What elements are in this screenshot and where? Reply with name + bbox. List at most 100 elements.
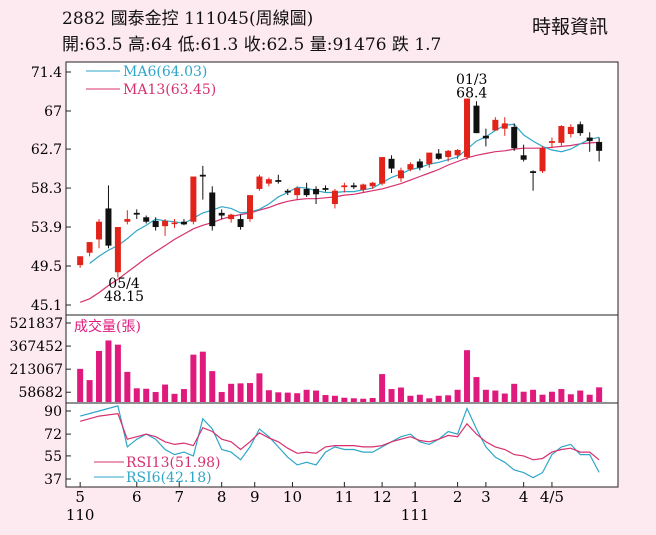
ma13-line [79, 141, 600, 303]
price-tick-label: 67 [44, 104, 62, 120]
price-annotation: 68.4 [456, 85, 487, 101]
volume-bar [143, 388, 150, 402]
legend-label-ma13: MA13(63.45) [123, 82, 216, 98]
candle-body [256, 176, 263, 189]
volume-bar [303, 389, 310, 402]
candle-body [426, 152, 433, 165]
candle-down [218, 209, 225, 220]
x-tick-label: 3 [481, 488, 491, 506]
volume-bar [256, 373, 263, 402]
volume-bar [530, 389, 537, 402]
price-tick-label: 62.7 [31, 142, 62, 158]
candle-up [171, 219, 178, 228]
candle-body [105, 208, 112, 246]
candle-body [124, 219, 131, 222]
volume-tick-label: 367452 [10, 339, 63, 355]
candle-down [143, 215, 150, 224]
candle-up [558, 125, 565, 146]
candle-body [577, 124, 584, 134]
x-tick-label: 4/5 [540, 488, 564, 506]
candle-body [567, 126, 574, 135]
candle-down [303, 182, 310, 197]
volume-bar [520, 391, 527, 402]
candle-body [473, 105, 480, 134]
panel-frames [65, 61, 619, 488]
volume-bar [539, 394, 546, 402]
volume-bar [435, 395, 442, 402]
candle-body [341, 185, 348, 188]
rsi-tick-label: 55 [44, 449, 62, 465]
volume-bar [209, 371, 216, 402]
price-tick-label: 45.1 [31, 298, 62, 314]
volume-bar [228, 383, 235, 402]
candle-down [180, 219, 187, 226]
volume-bar [162, 384, 169, 402]
candle-body [586, 137, 593, 142]
candle-body [454, 149, 461, 156]
volume-title: 成交量(張) [74, 318, 141, 335]
candle-down [511, 123, 518, 151]
candle-body [445, 150, 452, 158]
volume-bar [86, 380, 93, 402]
candle-body [407, 164, 414, 170]
candle-body [284, 190, 291, 193]
candle-body [492, 119, 499, 131]
candle-down [209, 186, 216, 231]
candle-body [520, 155, 527, 160]
volume-bar [586, 394, 593, 402]
volume-bar [133, 388, 140, 402]
candle-down [530, 170, 537, 191]
volume-bar [501, 393, 508, 402]
candle-down [275, 174, 282, 184]
candle-down [388, 155, 395, 173]
candle-up [341, 182, 348, 193]
volume-bar [360, 398, 367, 402]
volume-bar [275, 392, 282, 402]
volume-bar [180, 389, 187, 402]
volume-bar [77, 368, 84, 402]
candle-body [530, 171, 537, 173]
candle-down [482, 128, 489, 147]
volume-bar [492, 390, 499, 402]
candle-up [369, 181, 376, 189]
candle-body [539, 148, 546, 172]
x-year-label: 111 [401, 506, 430, 524]
volume-bar [171, 393, 178, 402]
price-tick-label: 58.3 [31, 181, 62, 197]
volume-bar [379, 374, 386, 402]
candle-up [407, 162, 414, 172]
candle-body [313, 188, 320, 195]
candle-body [548, 141, 555, 143]
candle-down [284, 188, 291, 196]
volume-bar [105, 340, 112, 402]
candle-body [379, 157, 386, 184]
candle-up [464, 98, 471, 160]
candle-up [360, 183, 367, 193]
rsi6-line [80, 405, 600, 479]
candle-up [379, 157, 386, 186]
price-tick-label: 71.4 [31, 65, 62, 81]
volume-bar [114, 344, 121, 402]
x-tick-label: 2 [453, 488, 463, 506]
price-tick-label: 49.5 [31, 259, 62, 275]
candle-down [577, 121, 584, 136]
candle-down [322, 185, 329, 192]
candle-body [190, 176, 197, 222]
ohlc-summary: 開:63.5 高:64 低:61.3 收:62.5 量:91476 跌 1.7 [62, 35, 442, 55]
rsi-tick-label: 37 [44, 472, 62, 488]
candle-up [247, 195, 253, 222]
candle-body [228, 214, 235, 220]
candle-body [171, 222, 178, 225]
candle-body [360, 184, 367, 190]
candle-body [209, 192, 216, 227]
candle-down [520, 144, 527, 162]
candle-up [86, 242, 93, 257]
x-tick-label: 12 [373, 488, 392, 506]
candle-body [180, 221, 187, 225]
x-tick-label: 5 [75, 488, 85, 506]
candle-down [596, 137, 603, 162]
candle-body [596, 141, 603, 151]
legend-label-ma6: MA6(64.03) [123, 64, 207, 80]
rsi-tick-label: 72 [44, 427, 62, 443]
